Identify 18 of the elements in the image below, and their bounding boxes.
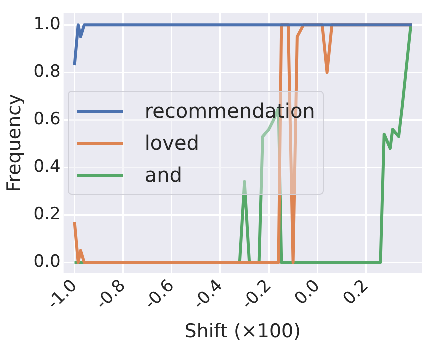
x-tick-label: -0.4 <box>190 276 228 314</box>
x-tick-label: 0.2 <box>340 276 373 310</box>
y-tick-label: 0.0 <box>34 252 61 272</box>
y-tick-label: 0.4 <box>34 157 61 178</box>
x-tick-label: -0.6 <box>140 276 179 314</box>
legend-label: recommendation <box>144 99 316 124</box>
y-tick-label: 0.2 <box>34 204 61 225</box>
y-tick-label: 0.8 <box>34 62 61 82</box>
x-tick-label: -0.8 <box>92 276 130 314</box>
legend-label: and <box>144 163 182 188</box>
x-tick-label: -0.2 <box>238 276 276 314</box>
legend-label: loved <box>144 131 200 156</box>
x-axis-title: Shift (×100) <box>184 320 302 343</box>
y-tick-label: 1.0 <box>34 14 61 34</box>
x-tick-label: -1.0 <box>44 276 82 314</box>
y-axis-title: Frequency <box>3 94 26 192</box>
y-tick-label: 0.6 <box>34 110 61 130</box>
x-tick-label: 0.0 <box>290 276 324 310</box>
